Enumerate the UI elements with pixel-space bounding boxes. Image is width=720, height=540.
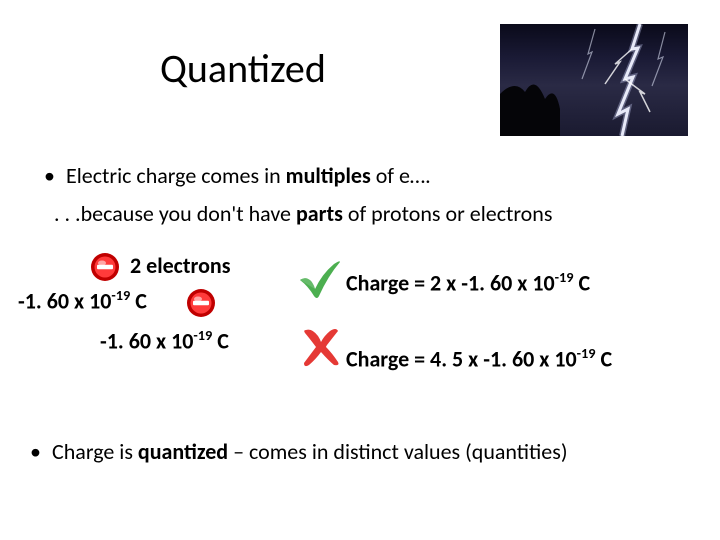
two-electrons-label: 2 electrons [130, 252, 230, 279]
lightning-image [500, 24, 688, 136]
invalid-charge-equation: Charge = 4. 5 x -1. 60 x 10-19 C [346, 344, 612, 372]
line-parts: . . .because you don't have parts of pro… [54, 200, 552, 227]
title-row: Quantized [0, 24, 720, 124]
bullet-quantized: •Charge is quantized – comes in distinct… [30, 438, 568, 465]
bullet-multiples: •Electric charge comes in multiples of e… [44, 162, 431, 189]
valid-charge-equation: Charge = 2 x -1. 60 x 10-19 C [346, 268, 590, 296]
cross-icon [300, 326, 342, 368]
electron-minus-icon [186, 288, 216, 318]
electron2-charge-value: -1. 60 x 10-19 C [100, 326, 229, 354]
electron-minus-icon [90, 252, 120, 282]
page-title: Quantized [160, 44, 326, 93]
example-block: 2 electrons -1. 60 x 10-19 C -1. 60 x 10… [0, 252, 720, 402]
electron1-charge-value: -1. 60 x 10-19 C [18, 286, 147, 314]
checkmark-icon [296, 256, 342, 300]
